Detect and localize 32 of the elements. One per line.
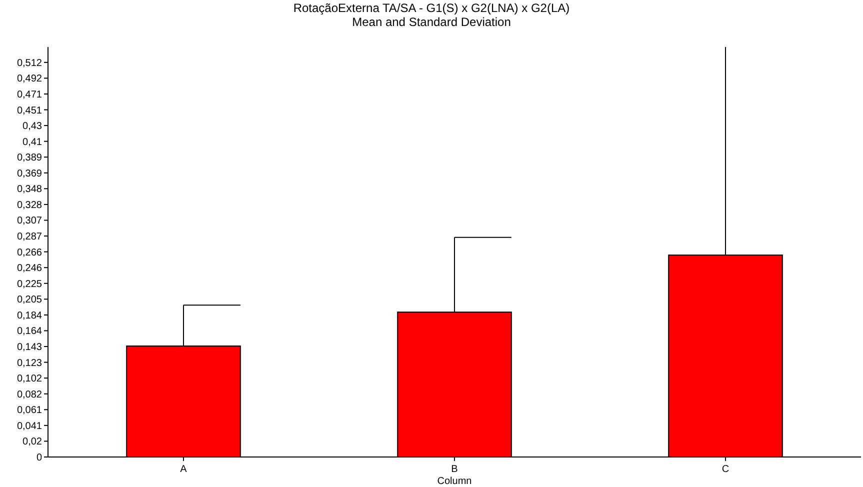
- y-tick-label: 0,246: [16, 263, 42, 274]
- y-tick-label: 0,369: [16, 168, 42, 180]
- y-tick-label: 0,389: [16, 152, 42, 164]
- y-tick-label: 0,02: [22, 436, 42, 448]
- y-tick-label: 0,43: [22, 121, 42, 132]
- y-tick-label: 0,471: [16, 89, 42, 100]
- y-tick-label: 0,225: [16, 278, 42, 290]
- chart-title: RotaçãoExterna TA/SA - G1(S) x G2(LNA) x G2(LA): [293, 1, 570, 15]
- x-tick-label: A: [180, 464, 188, 475]
- y-tick-label: 0,41: [22, 136, 42, 148]
- y-tick-label: 0,492: [16, 74, 42, 85]
- y-tick-label: 0,184: [16, 310, 42, 322]
- y-tick-label: 0,205: [16, 294, 42, 306]
- y-tick-label: 0,328: [16, 200, 42, 211]
- x-tick-label: C: [722, 464, 730, 475]
- y-tick-label: 0,102: [16, 374, 42, 385]
- y-tick-label: 0,041: [16, 420, 42, 432]
- y-tick-label: 0,348: [16, 184, 42, 196]
- y-tick-label: 0,451: [16, 105, 42, 116]
- x-axis-title: Column: [437, 476, 472, 487]
- y-tick-label: 0,512: [16, 58, 42, 69]
- y-tick-label: 0,123: [16, 358, 42, 369]
- y-tick-label: 0,266: [16, 247, 42, 258]
- y-tick-label: 0,082: [16, 389, 42, 400]
- chart-subtitle: Mean and Standard Deviation: [352, 15, 511, 29]
- y-tick-label: 0: [36, 452, 42, 464]
- x-tick-label: B: [451, 464, 458, 475]
- y-tick-label: 0,287: [16, 232, 42, 243]
- y-tick-label: 0,307: [16, 216, 42, 227]
- y-tick-label: 0,061: [16, 405, 42, 416]
- y-tick-label: 0,143: [16, 342, 42, 354]
- y-tick-label: 0,164: [16, 326, 42, 338]
